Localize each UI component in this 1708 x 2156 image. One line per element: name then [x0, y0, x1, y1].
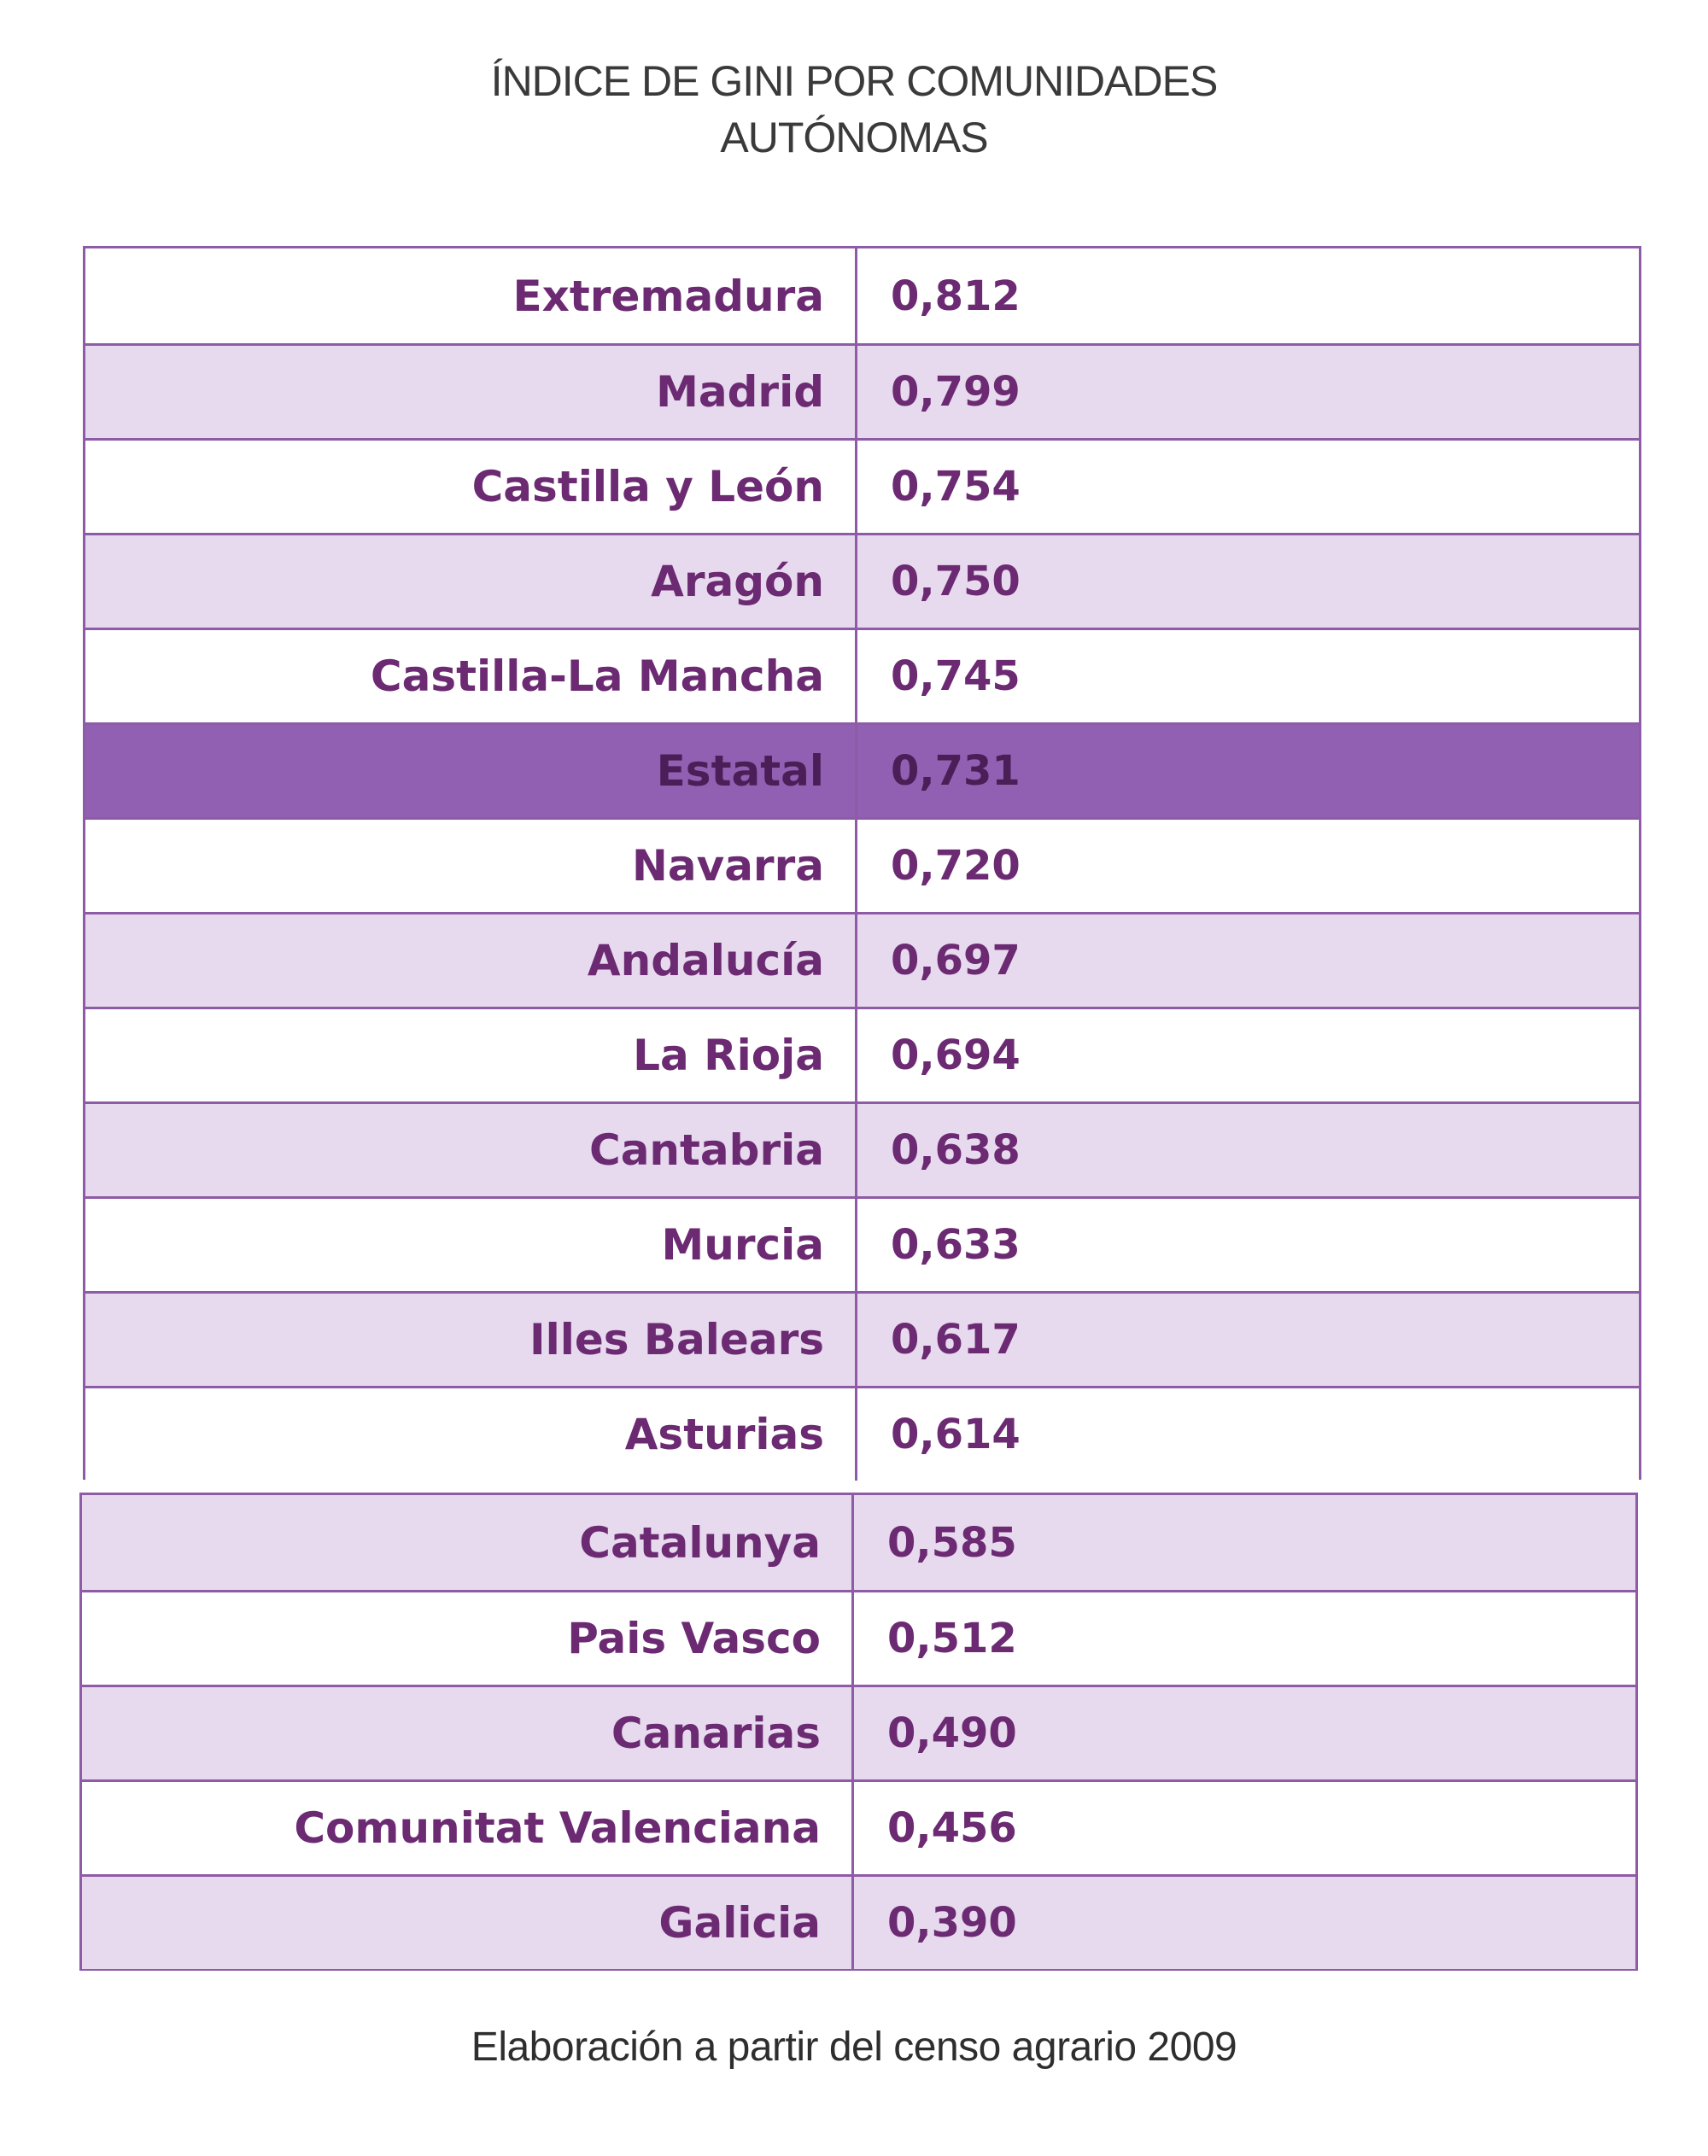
- region-name-cell: Cantabria: [85, 1104, 857, 1196]
- gini-value-cell: 0,633: [891, 1221, 1021, 1269]
- gini-table-part-1: Extremadura 0,812 Madrid 0,799 Castilla y Le…: [83, 246, 1641, 1481]
- table-row: Pais Vasco 0,512: [82, 1590, 1635, 1685]
- region-name-cell: Andalucía: [85, 914, 857, 1007]
- table-row: Navarra 0,720: [85, 817, 1639, 912]
- table-row: Cantabria 0,638: [85, 1101, 1639, 1196]
- region-name-cell: Estatal: [85, 725, 857, 817]
- region-name-cell: Pais Vasco: [82, 1592, 854, 1685]
- table-row: Castilla y León 0,754: [85, 438, 1639, 533]
- gini-value-cell: 0,720: [891, 842, 1021, 890]
- region-name-cell: Galicia: [82, 1877, 854, 1969]
- gini-value-cell: 0,390: [887, 1899, 1017, 1947]
- region-name-cell: Extremadura: [85, 248, 857, 343]
- region-name-cell: Navarra: [85, 820, 857, 912]
- table-row: Aragón 0,750: [85, 533, 1639, 628]
- region-name-cell: Asturias: [85, 1388, 857, 1481]
- gini-table-part-2: Catalunya 0,585 Pais Vasco 0,512 Canarias 0,4…: [79, 1493, 1638, 1971]
- chart-title-line-1: ÍNDICE DE GINI POR COMUNIDADES: [490, 57, 1219, 105]
- gini-value-cell: 0,585: [887, 1518, 1017, 1567]
- region-name-cell: Canarias: [82, 1687, 854, 1779]
- region-name-cell: La Rioja: [85, 1009, 857, 1101]
- gini-value-cell: 0,697: [891, 937, 1021, 985]
- region-name-cell: Castilla-La Mancha: [85, 630, 857, 722]
- table-row: Estatal 0,731: [85, 722, 1639, 817]
- chart-title-line-2: AUTÓNOMAS: [720, 114, 988, 161]
- gini-value-cell: 0,750: [891, 558, 1021, 605]
- region-name-cell: Catalunya: [82, 1495, 854, 1590]
- gini-value-cell: 0,799: [891, 368, 1021, 416]
- table-row: Asturias 0,614: [85, 1386, 1639, 1481]
- region-name-cell: Aragón: [85, 535, 857, 628]
- chart-title: ÍNDICE DE GINI POR COMUNIDADES AUTÓNOMAS: [0, 53, 1708, 166]
- table-row: Catalunya 0,585: [82, 1495, 1635, 1590]
- gini-value-cell: 0,731: [891, 747, 1021, 795]
- region-name-cell: Illes Balears: [85, 1294, 857, 1386]
- table-row: Galicia 0,390: [82, 1874, 1635, 1969]
- table-row: Madrid 0,799: [85, 343, 1639, 438]
- gini-value-cell: 0,490: [887, 1709, 1017, 1757]
- gini-value-cell: 0,745: [891, 652, 1021, 700]
- source-note: Elaboración a partir del censo agrario 2…: [471, 2025, 1237, 2070]
- table-row: Andalucía 0,697: [85, 912, 1639, 1007]
- gini-value-cell: 0,456: [887, 1804, 1017, 1852]
- region-name-cell: Comunitat Valenciana: [82, 1782, 854, 1874]
- region-name-cell: Murcia: [85, 1199, 857, 1291]
- gini-value-cell: 0,812: [891, 272, 1021, 320]
- table-row: Comunitat Valenciana 0,456: [82, 1779, 1635, 1874]
- gini-value-cell: 0,694: [891, 1031, 1021, 1079]
- region-name-cell: Madrid: [85, 346, 857, 438]
- region-name-cell: Castilla y León: [85, 441, 857, 533]
- gini-value-cell: 0,617: [891, 1316, 1021, 1364]
- table-row: Extremadura 0,812: [85, 248, 1639, 343]
- table-row: La Rioja 0,694: [85, 1007, 1639, 1101]
- gini-value-cell: 0,512: [887, 1615, 1017, 1662]
- table-row: Canarias 0,490: [82, 1685, 1635, 1779]
- gini-value-cell: 0,614: [891, 1411, 1021, 1458]
- gini-value-cell: 0,754: [891, 463, 1021, 511]
- gini-value-cell: 0,638: [891, 1126, 1021, 1174]
- table-row: Murcia 0,633: [85, 1196, 1639, 1291]
- table-row: Illes Balears 0,617: [85, 1291, 1639, 1386]
- table-row: Castilla-La Mancha 0,745: [85, 628, 1639, 722]
